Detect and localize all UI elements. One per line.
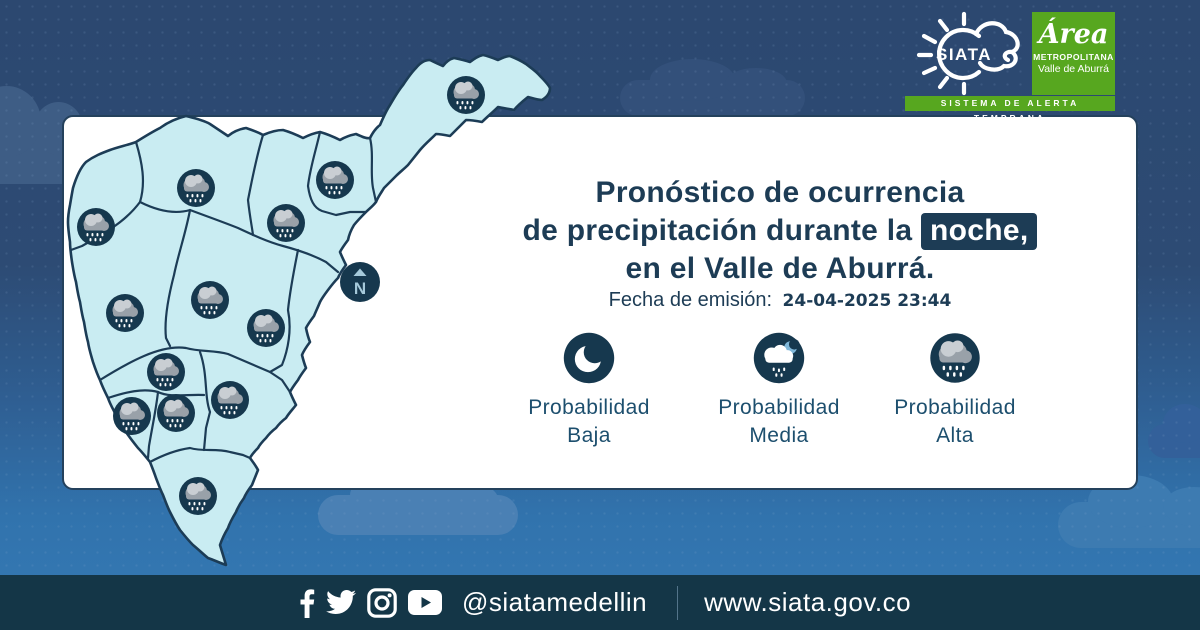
rain-alta-icon (106, 294, 144, 332)
amva-logo: Área METROPOLITANA Valle de Aburrá (1032, 12, 1115, 95)
background-cloud (1058, 475, 1200, 548)
background-cloud (318, 471, 518, 535)
title-line-2: de precipitación durante la (522, 214, 921, 247)
compass-letter: N (354, 279, 366, 298)
moon-icon (563, 332, 615, 384)
youtube-icon[interactable] (408, 590, 442, 615)
background-cloud (620, 59, 805, 116)
twitter-icon[interactable] (326, 590, 356, 615)
rain-alta-icon (147, 353, 185, 391)
rain-alta-icon (113, 397, 151, 435)
north-compass-icon: N (340, 262, 380, 302)
legend-item-alta: Probabilidad Alta (840, 331, 1070, 450)
siata-logo-text: SIATA (936, 45, 992, 64)
footer-bar: @siatamedellin www.siata.gov.co (0, 575, 1200, 630)
title-line-3: en el Valle de Aburrá. (625, 252, 935, 285)
title-line-1: Pronóstico de ocurrencia (595, 176, 965, 209)
rain-alta-icon (316, 161, 354, 199)
emission-label: Fecha de emisión: (608, 289, 773, 311)
legend-label: Probabilidad (894, 396, 1016, 419)
instagram-icon[interactable] (367, 587, 397, 618)
forecast-title: Pronóstico de ocurrencia de precipitació… (430, 174, 1130, 288)
rain-alta-icon (177, 169, 215, 207)
legend-item-media: Probabilidad Media (664, 331, 894, 450)
rain-alta-icon (157, 394, 195, 432)
period-highlight: noche, (921, 213, 1038, 250)
rain-alta-icon (267, 204, 305, 242)
legend-label: Probabilidad (528, 396, 650, 419)
rain-alta-icon (211, 381, 249, 419)
cloud-moon-rain-icon (753, 332, 805, 384)
legend-value: Alta (936, 424, 974, 447)
legend-label: Probabilidad (718, 396, 840, 419)
emission-datetime: 24-04-2025 23:44 (782, 291, 952, 311)
rain-alta-icon (191, 281, 229, 319)
footer-divider (677, 585, 679, 620)
sun-icon (937, 27, 982, 81)
municipal-borders (69, 130, 378, 464)
valle-de-aburra-map: N (66, 53, 552, 567)
background-cloud (1148, 404, 1200, 458)
amva-metro-text: METROPOLITANA (1033, 52, 1114, 62)
rain-alta-icon (77, 208, 115, 246)
amva-script-text: Área (1038, 19, 1109, 50)
rain-alta-icon (247, 309, 285, 347)
legend-item-baja: Probabilidad Baja (474, 331, 704, 450)
rain-alta-icon (447, 76, 485, 114)
social-icons (299, 587, 442, 618)
siata-tagline-bar: SISTEMA DE ALERTA TEMPRANA (905, 96, 1115, 123)
facebook-icon[interactable] (299, 588, 315, 618)
social-handle[interactable]: @siatamedellin (462, 587, 648, 617)
cloud-heavy-rain-icon (930, 333, 980, 383)
siata-logo: SIATA (916, 11, 1020, 96)
website-url[interactable]: www.siata.gov.co (704, 587, 912, 617)
amva-valle-text: Valle de Aburrá (1037, 63, 1110, 75)
legend-value: Baja (567, 424, 611, 447)
emission-date: Fecha de emisión: 24-04-2025 23:44 (430, 289, 1130, 312)
rain-alta-icon (179, 477, 217, 515)
legend-value: Media (749, 424, 809, 447)
